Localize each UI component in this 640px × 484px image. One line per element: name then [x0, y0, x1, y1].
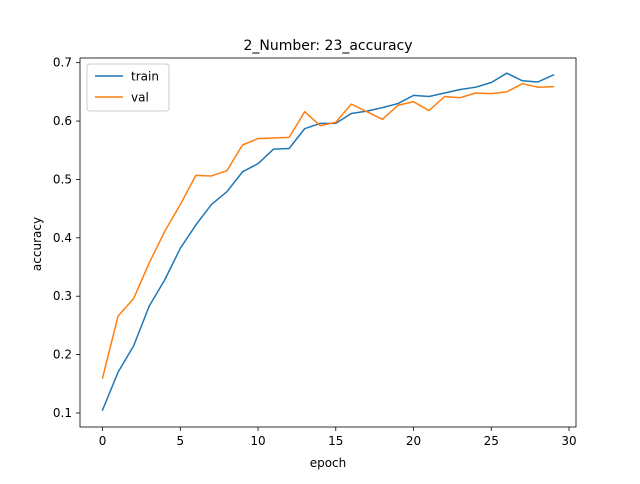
y-tick-label: 0.6 [53, 114, 72, 128]
y-tick-label: 0.2 [53, 348, 72, 362]
legend-label-train: train [131, 70, 159, 84]
y-tick-label: 0.1 [53, 406, 72, 420]
y-tick-label: 0.7 [53, 56, 72, 70]
y-tick-label: 0.5 [53, 172, 72, 186]
x-axis-label: epoch [310, 456, 347, 470]
legend: train val [86, 63, 170, 112]
x-tick-label: 25 [484, 434, 499, 448]
plot-layer: 0 5 10 15 20 25 30 0.1 0.2 0.3 0.4 0.5 0.6 0.7 [53, 56, 577, 448]
axes-frame [79, 57, 577, 428]
y-tick-label: 0.3 [53, 289, 72, 303]
chart-title: 2_Number: 23_accuracy [243, 38, 412, 54]
x-tick-label: 5 [176, 434, 184, 448]
y-tick-label: 0.4 [53, 231, 72, 245]
x-tick-label: 20 [406, 434, 421, 448]
x-tick-label: 0 [99, 434, 107, 448]
x-tick-label: 15 [328, 434, 343, 448]
x-tick-label: 30 [561, 434, 576, 448]
x-tick-label: 10 [250, 434, 265, 448]
series-line-val [101, 82, 555, 379]
legend-label-val: val [131, 91, 149, 105]
y-axis-label: accuracy [30, 217, 44, 271]
